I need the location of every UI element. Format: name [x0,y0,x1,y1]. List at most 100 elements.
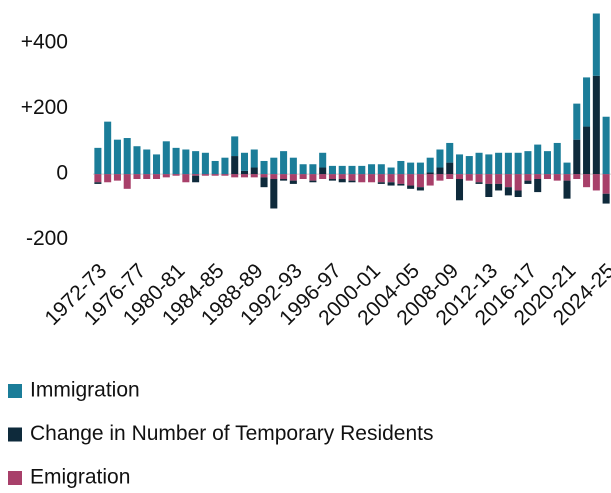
bar-segment [485,183,493,198]
bar-segment [250,167,258,175]
bar-segment [397,160,405,175]
bar-segment [416,174,424,188]
legend-label: Immigration [30,379,140,402]
bar-segment [436,174,444,181]
bar-segment [495,174,503,184]
legend-swatch [8,427,22,442]
bar-segment [280,151,288,175]
bar-segment [475,174,483,183]
bar-segment [289,157,297,175]
bar-segment [280,174,288,179]
bar-segment [455,178,464,201]
bar-segment [583,174,591,188]
bar-segment [358,165,366,175]
bar-segment [465,174,473,181]
bar-segment [192,151,200,175]
bar-segment [475,182,483,184]
bar-segment [416,187,424,191]
bar-segment [504,152,512,175]
bar-segment [289,174,297,181]
bar-segment [504,174,512,188]
bar-segment [514,174,522,191]
bar-segment [113,174,121,181]
bar-segment [348,165,356,175]
bar-segment [534,178,542,193]
bar-segment [299,174,307,179]
bar-segment [534,144,542,175]
bar-segment [182,174,190,183]
legend-swatch [8,384,22,398]
bar-segment [495,152,503,175]
legend-label: Change in Number of Temporary Residents [30,422,433,445]
bar-segment [377,182,385,184]
bar-segment [563,162,571,175]
bar-segment [534,174,542,179]
bar-segment [94,147,102,175]
bar-segment [309,180,317,183]
bar-segment [592,174,600,191]
bar-segment [221,174,229,176]
bar-segment [387,174,395,183]
bar-segment [563,174,571,181]
bar-segment [573,174,581,179]
bar-segment [104,121,112,175]
bar-segment [348,180,356,183]
bar-segment [407,174,415,186]
bar-segment [162,141,170,175]
bar-segment [133,146,141,175]
bar-segment [319,167,327,175]
bar-segment [563,180,571,199]
bar-segment [123,174,131,189]
bar-segment [416,162,424,175]
bar-segment [348,174,356,181]
y-tick-label: +400 [21,31,68,54]
bar-segment [455,154,464,175]
bar-segment [143,149,151,175]
bar-segment [592,13,600,76]
bar-segment [436,149,444,168]
bar-segment [280,178,288,181]
bar-segment [553,142,561,175]
bar-segment [446,174,454,179]
bar-segment [485,154,493,175]
bar-segment [289,180,297,184]
bar-segment [583,126,591,175]
bar-segment [602,116,610,175]
bar-segment [495,183,503,191]
bar-segment [573,139,581,175]
bar-segment [514,152,522,175]
bar-segment [504,187,512,196]
bar-segment [270,178,278,209]
bar-segment [123,138,131,175]
bar-segment [231,174,239,178]
bar-segment [407,162,415,175]
bar-segment [397,183,405,186]
bar-segment [192,175,200,183]
bar-segment [250,149,258,168]
bar-segment [319,152,327,168]
bar-segment [182,149,190,175]
bar-segment [387,182,395,186]
bar-segment [240,152,249,171]
bar-segment [240,170,249,175]
bar-segment [436,167,444,175]
bar-segment [201,174,209,176]
bar-segment [377,174,385,183]
bar-segment [260,160,268,175]
bar-segment [553,174,561,181]
bar-segment [328,178,336,181]
bar-segment [172,174,180,176]
bar-segment [260,174,268,178]
legend-swatch [8,471,22,485]
bar-segment [221,157,229,175]
y-tick-label: +200 [21,96,68,119]
bar-segment [573,103,581,140]
bar-segment [153,154,161,175]
bar-segment [543,151,551,175]
bar-segment [240,174,249,178]
bar-segment [602,174,610,194]
bar-segment [455,174,464,179]
bar-segment [133,174,141,179]
bar-segment [94,182,102,184]
bar-segment [270,157,278,175]
